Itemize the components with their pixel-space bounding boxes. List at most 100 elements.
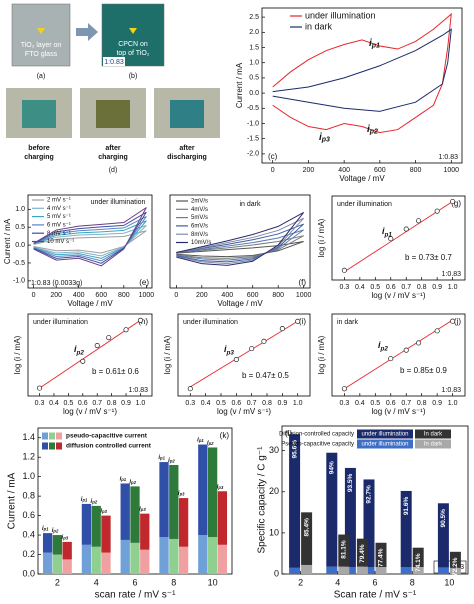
peak-symbol: i <box>178 491 180 497</box>
cv-curve <box>33 220 147 259</box>
y-axis-label: Current / mA <box>7 472 18 529</box>
y-tick-label: 1.0 <box>22 471 35 481</box>
legend-swatch <box>56 432 62 440</box>
diffusion-bar <box>400 490 412 568</box>
legend-swatch <box>42 432 48 440</box>
legend-label: under illumination <box>305 10 376 20</box>
share-label: 91.6% <box>403 497 410 516</box>
peak-subscript: p1 <box>120 477 127 482</box>
plot-frame <box>27 194 153 289</box>
x-tick-label: 0.6 <box>386 400 396 407</box>
share-label: 92.7% <box>366 485 373 504</box>
y-tick-label: 0.2 <box>22 549 35 559</box>
cv-curve <box>176 211 305 266</box>
panel-label: (b) <box>129 73 138 80</box>
diffusion-bar <box>338 534 350 567</box>
data-point <box>388 356 394 362</box>
x-tick-label: 800 <box>410 167 422 174</box>
x-tick-label: 600 <box>247 292 259 299</box>
ratio: 1:0.83 <box>439 154 459 161</box>
ratio-box <box>103 57 125 66</box>
y-tick-label: -1.5 <box>247 136 259 143</box>
x-tick-label: 0.7 <box>247 400 257 407</box>
y-tick-label: -1.0 <box>247 120 259 127</box>
plot-frame <box>27 313 153 397</box>
x-axis-label: Voltage / mV <box>67 299 113 308</box>
legend-label: 5 mV s⁻¹ <box>47 214 71 220</box>
photo-a <box>11 3 71 67</box>
data-point <box>341 267 347 273</box>
legend-label: 10mV/s <box>191 240 211 246</box>
x-tick-label: 0.5 <box>370 284 380 291</box>
peak-symbol: i <box>367 124 370 135</box>
x-tick-label: 6 <box>372 577 377 587</box>
x-tick-label: 2 <box>298 577 303 587</box>
y-tick-label: 0.5 <box>15 224 25 231</box>
data-point <box>80 358 86 364</box>
pseudo-bar <box>169 538 179 574</box>
x-tick-label: 600 <box>95 292 107 299</box>
peak-symbol: i <box>369 38 372 49</box>
data-point <box>187 386 193 392</box>
x-tick-label: 0 <box>174 292 178 299</box>
caption: FTO glass <box>25 51 58 58</box>
peak-subscript: p2 <box>208 441 215 446</box>
peak-subscript: p3 <box>321 136 330 143</box>
peak-label: ip1 <box>42 526 49 532</box>
x-tick-label: 0.8 <box>417 284 427 291</box>
legend-label: 4mV/s <box>191 207 208 213</box>
device <box>96 100 130 128</box>
x-axis-label: scan rate / mV s⁻¹ <box>95 590 177 601</box>
diffusion-bar <box>62 541 72 560</box>
y-tick-label: 1.0 <box>249 60 259 67</box>
peak-label: ip2 <box>378 340 388 352</box>
pseudo-bar <box>42 552 53 574</box>
peak-subscript: p2 <box>130 480 137 485</box>
x-tick-label: 8 <box>171 577 176 587</box>
share-label: 72.2% <box>452 557 459 576</box>
peak-subscript: p3 <box>179 492 186 497</box>
pseudo-bar <box>326 566 338 574</box>
peak-label: ip2 <box>52 528 59 534</box>
x-tick-label: 0.8 <box>417 400 427 407</box>
pseudo-bar <box>140 549 150 574</box>
diffusion-bar <box>169 464 179 539</box>
fit-line <box>344 201 453 273</box>
y-axis-label: log (i / mA) <box>317 335 326 374</box>
x-tick-label: 0.7 <box>401 400 411 407</box>
x-axis-label: Scan rate / mV s⁻¹ <box>334 590 417 601</box>
x-tick-label: 0 <box>271 167 275 174</box>
data-point <box>295 318 301 324</box>
legend-label: 8 mV s⁻¹ <box>47 231 71 237</box>
y-axis-label: Current / mA <box>3 218 12 264</box>
x-tick-label: 1000 <box>443 167 459 174</box>
panel: (g) <box>451 199 461 208</box>
share-label: 79.4% <box>359 544 366 563</box>
y-axis-label: Specific capacity / C g⁻¹ <box>257 446 268 554</box>
share-label: 77.4% <box>378 548 385 567</box>
pseudo-bar <box>81 544 92 574</box>
panel: (k) <box>220 431 230 440</box>
panel-label: (d) <box>109 167 118 174</box>
x-tick-label: 0.9 <box>432 400 442 407</box>
peak-symbol: i <box>52 528 54 534</box>
pseudo-bar <box>91 546 101 574</box>
peak-subscript: p3 <box>226 349 235 356</box>
x-tick-label: 0.7 <box>92 400 102 407</box>
share-label: 94% <box>329 461 336 474</box>
x-tick-label: 0.5 <box>370 400 380 407</box>
legend-swatch <box>49 432 55 440</box>
diffusion-bar <box>101 515 111 553</box>
x-axis-label: log (v / mV s⁻¹) <box>63 407 117 416</box>
caption: CPCN on <box>118 41 148 48</box>
fit-text: b = 0.47± 0.5 <box>242 371 289 380</box>
y-axis-label: log (i / mA) <box>13 335 22 374</box>
x-tick-label: 6 <box>132 577 137 587</box>
x-tick-label: 0.4 <box>49 400 59 407</box>
diffusion-bar <box>217 491 228 545</box>
pseudo-bar <box>101 552 111 574</box>
panel-label: (a) <box>37 73 46 80</box>
data-point <box>341 386 347 392</box>
peak-symbol: i <box>217 484 219 490</box>
peak-label: ip1 <box>120 476 127 482</box>
